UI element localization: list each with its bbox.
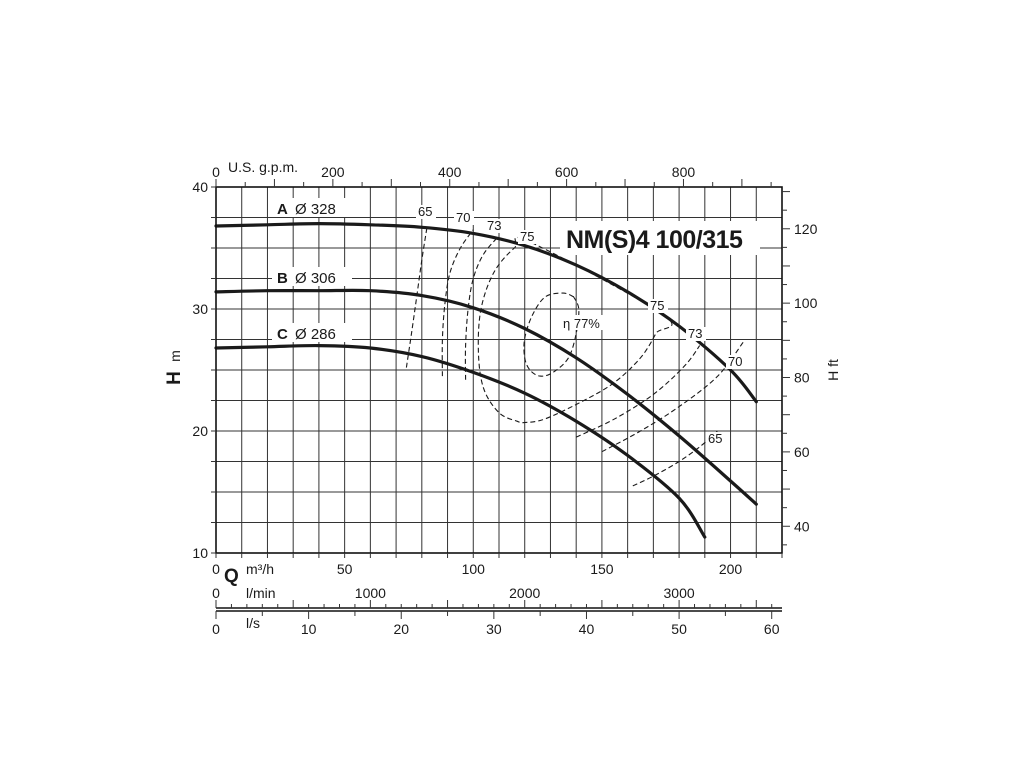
efficiency-label: 75	[520, 229, 534, 244]
x-ls-tick-label: 60	[764, 621, 780, 637]
curve-diameter-b: Ø 306	[295, 270, 336, 287]
x-top-tick-label: 0	[212, 164, 220, 180]
efficiency-label-bg	[518, 230, 538, 244]
efficiency-loop	[477, 236, 673, 424]
x-tick-label: 150	[590, 561, 614, 577]
x-tick-label: 100	[462, 561, 486, 577]
efficiency-line-73	[575, 345, 701, 438]
efficiency-label: 65	[418, 204, 432, 219]
y-right-tick-label: 120	[794, 221, 818, 237]
efficiency-label: 70	[728, 354, 742, 369]
efficiency-label-bg	[726, 355, 746, 369]
peak-efficiency-label-bg	[561, 315, 611, 330]
curve-label-bg	[272, 198, 352, 217]
efficiency-line-65	[632, 430, 719, 487]
x-ls-axis-unit: l/s	[246, 615, 260, 631]
x-lmin-tick-label: 0	[212, 585, 220, 601]
curve-label-bg	[272, 323, 352, 342]
curve-letter-c: C	[277, 326, 288, 343]
efficiency-label-bg	[706, 432, 726, 446]
x-top-tick-label: 600	[555, 164, 579, 180]
y-tick-label: 10	[192, 545, 208, 561]
x-tick-label: 0	[212, 561, 220, 577]
x-lmin-tick-label: 2000	[509, 585, 540, 601]
pump-curve-c	[214, 343, 707, 539]
efficiency-line-70	[441, 229, 474, 377]
efficiency-label-bg	[485, 219, 505, 233]
x-top-tick-label: 800	[672, 164, 696, 180]
chart-title: NM(S)4 100/315	[566, 226, 743, 254]
efficiency-label: 65	[708, 431, 722, 446]
y-right-tick-label: 40	[794, 518, 810, 534]
chart-labels: NM(S)4 100/315 65 70 73 75 75 73 70 65 η 77% A Ø 3…	[272, 198, 760, 446]
curve-letter-a: A	[277, 201, 288, 218]
y-right-tick-label: 100	[794, 295, 818, 311]
x-ls-tick-label: 20	[393, 621, 409, 637]
x-top-tick-label: 200	[321, 164, 345, 180]
efficiency-label-bg	[686, 327, 706, 341]
x-ls-tick-label: 50	[671, 621, 687, 637]
efficiency-label-bg	[416, 205, 436, 219]
x-axis-unit: m³/h	[246, 561, 274, 577]
x-ls-tick-label: 0	[212, 621, 220, 637]
y-right-tick-label: 80	[794, 370, 810, 386]
x-ls-tick-label: 40	[579, 621, 595, 637]
curve-label-bg	[272, 267, 352, 286]
efficiency-line-73	[464, 235, 500, 380]
efficiency-label: 70	[456, 210, 470, 225]
x-top-tick-label: 400	[438, 164, 462, 180]
efficiency-loop	[523, 292, 580, 377]
x-top-axis-unit: U.S. g.p.m.	[228, 159, 298, 175]
x-ls-tick-label: 10	[301, 621, 317, 637]
efficiency-label: 73	[688, 326, 702, 341]
y-axis-unit: m	[167, 350, 183, 362]
y-tick-label: 30	[192, 301, 208, 317]
curve-diameter-c: Ø 286	[295, 326, 336, 343]
pump-curve-b	[214, 288, 758, 506]
efficiency-label: 73	[487, 218, 501, 233]
x-tick-label: 50	[337, 561, 353, 577]
efficiency-label: 75	[650, 298, 664, 313]
x-lmin-tick-label: 3000	[664, 585, 695, 601]
x-lmin-axis-unit: l/min	[246, 585, 276, 601]
efficiency-label-bg	[454, 211, 474, 225]
x-tick-label: 200	[719, 561, 743, 577]
y-right-axis-unit: H ft	[825, 359, 841, 381]
curve-diameter-a: Ø 328	[295, 201, 336, 218]
grid	[216, 187, 782, 553]
peak-efficiency-label: η 77%	[563, 316, 600, 331]
y-tick-label: 40	[192, 179, 208, 195]
x-lmin-tick-label: 1000	[355, 585, 386, 601]
y-right-tick-label: 60	[794, 444, 810, 460]
x-axis-label: Q	[224, 566, 239, 587]
efficiency-label-bg	[648, 299, 668, 313]
y-tick-label: 20	[192, 423, 208, 439]
chart-title-bg	[560, 221, 760, 255]
curve-letter-b: B	[277, 270, 288, 287]
x-ls-tick-label: 30	[486, 621, 502, 637]
y-axis-label: H	[164, 371, 185, 385]
